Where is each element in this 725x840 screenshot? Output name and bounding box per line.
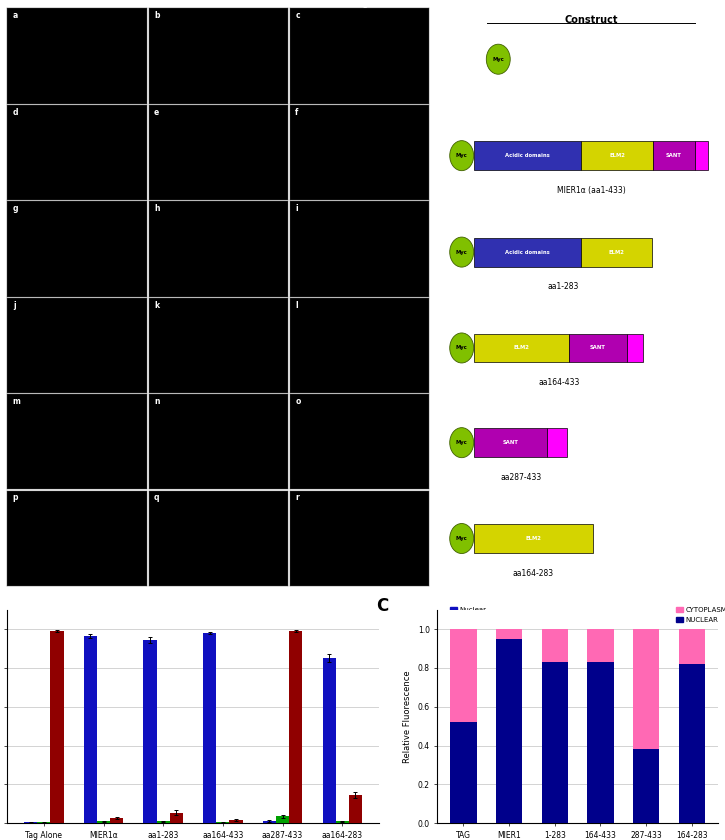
Text: aa164-283: aa164-283 <box>513 569 554 578</box>
Text: Myc: Myc <box>456 153 468 158</box>
Ellipse shape <box>450 523 473 554</box>
FancyBboxPatch shape <box>474 428 547 457</box>
Text: a: a <box>13 11 18 20</box>
Text: Myc: Myc <box>492 57 504 61</box>
Text: g: g <box>13 204 18 213</box>
FancyBboxPatch shape <box>581 238 652 266</box>
Text: r: r <box>295 493 299 502</box>
Bar <box>51 631 64 823</box>
Text: Acidic domains: Acidic domains <box>505 153 550 158</box>
Text: aa287-433: aa287-433 <box>500 473 542 481</box>
FancyBboxPatch shape <box>695 141 708 170</box>
Text: ELM2: ELM2 <box>608 249 624 255</box>
FancyBboxPatch shape <box>569 333 626 362</box>
Text: Acidic domains: Acidic domains <box>505 249 550 255</box>
Text: Myc: Myc <box>456 345 468 350</box>
Text: p: p <box>13 493 18 502</box>
Bar <box>144 640 157 823</box>
FancyBboxPatch shape <box>581 141 652 170</box>
Bar <box>587 662 613 823</box>
Bar <box>84 636 97 823</box>
Text: MIER1α (aa1-433): MIER1α (aa1-433) <box>557 186 626 195</box>
Bar <box>263 822 276 823</box>
Title: DAPI: DAPI <box>65 0 88 8</box>
Bar <box>110 818 123 823</box>
FancyBboxPatch shape <box>474 333 569 362</box>
Text: i: i <box>295 204 298 213</box>
Text: Myc: Myc <box>456 440 468 445</box>
Bar <box>587 629 613 662</box>
Text: SANT: SANT <box>502 440 518 445</box>
Title: MIER1: MIER1 <box>203 0 233 8</box>
Text: l: l <box>295 301 298 310</box>
Bar <box>24 822 37 823</box>
Bar <box>679 629 705 664</box>
Text: Myc: Myc <box>456 249 468 255</box>
Ellipse shape <box>450 140 473 171</box>
Text: d: d <box>13 108 18 117</box>
Bar <box>216 822 229 823</box>
Text: n: n <box>154 397 160 406</box>
FancyBboxPatch shape <box>474 524 592 553</box>
Text: ELM2: ELM2 <box>609 153 625 158</box>
Text: f: f <box>295 108 299 117</box>
Bar <box>289 631 302 823</box>
Text: aa164-433: aa164-433 <box>538 378 579 387</box>
FancyBboxPatch shape <box>626 333 643 362</box>
FancyBboxPatch shape <box>474 238 581 266</box>
Bar <box>170 812 183 823</box>
Text: ELM2: ELM2 <box>526 536 542 541</box>
Bar <box>450 629 476 722</box>
Ellipse shape <box>450 428 473 458</box>
Bar <box>203 633 216 823</box>
Bar <box>450 722 476 823</box>
Bar <box>276 816 289 823</box>
Bar <box>349 795 362 823</box>
Bar <box>633 749 659 823</box>
Ellipse shape <box>450 333 473 363</box>
Text: m: m <box>13 397 21 406</box>
Text: j: j <box>13 301 15 310</box>
Text: Myc: Myc <box>456 536 468 541</box>
Bar <box>542 629 568 662</box>
Bar <box>157 822 170 823</box>
Text: aa1-283: aa1-283 <box>547 282 579 291</box>
Text: e: e <box>154 108 160 117</box>
Text: SANT: SANT <box>666 153 682 158</box>
Bar <box>496 638 522 823</box>
Text: k: k <box>154 301 160 310</box>
Bar <box>323 659 336 823</box>
Bar <box>679 664 705 823</box>
Bar <box>633 629 659 749</box>
Text: b: b <box>154 11 160 20</box>
Text: ELM2: ELM2 <box>514 345 530 350</box>
Text: C: C <box>376 596 388 615</box>
Ellipse shape <box>450 237 473 267</box>
Bar <box>336 822 349 823</box>
FancyBboxPatch shape <box>474 141 581 170</box>
Bar <box>229 821 243 823</box>
FancyBboxPatch shape <box>652 141 695 170</box>
Bar <box>97 822 110 823</box>
Text: SANT: SANT <box>590 345 606 350</box>
Legend: Nuclear, Cytoplasmic, Whole Cell: Nuclear, Cytoplasmic, Whole Cell <box>447 605 505 635</box>
Bar <box>542 662 568 823</box>
Text: o: o <box>295 397 301 406</box>
Text: h: h <box>154 204 160 213</box>
Title: Merge: Merge <box>344 0 375 8</box>
Text: Construct: Construct <box>564 15 618 25</box>
Legend: CYTOPLASMIC, NUCLEAR: CYTOPLASMIC, NUCLEAR <box>673 605 725 626</box>
Text: q: q <box>154 493 160 502</box>
Text: c: c <box>295 11 300 20</box>
Bar <box>37 822 51 823</box>
Bar <box>496 629 522 638</box>
FancyBboxPatch shape <box>547 428 567 457</box>
Y-axis label: Relative Fluorescence: Relative Fluorescence <box>403 670 412 763</box>
Ellipse shape <box>486 45 510 74</box>
